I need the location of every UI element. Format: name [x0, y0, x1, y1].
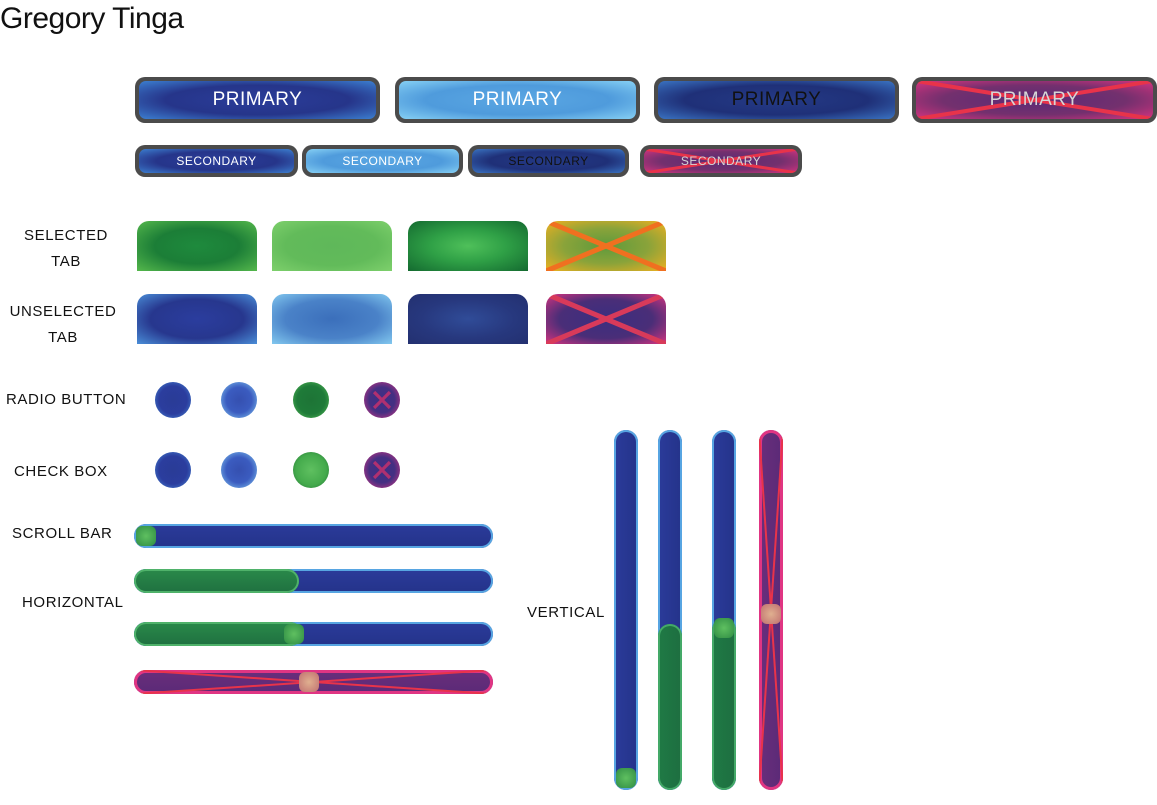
v-scrollbar-hover[interactable] [658, 430, 682, 790]
primary-button-face: PRIMARY [916, 81, 1153, 119]
h-scrollbar-pressed[interactable] [134, 622, 493, 646]
v-scrollbar-normal[interactable] [614, 430, 638, 790]
radio-button-pressed[interactable] [293, 382, 329, 418]
tab-unselected-hover[interactable] [272, 294, 392, 344]
h-scrollbar-thumb[interactable] [136, 526, 156, 546]
v-scrollbar-pressed[interactable] [712, 430, 736, 790]
scroll-bar-label: SCROLL BAR [12, 525, 113, 542]
h-scrollbar-fill [134, 622, 302, 646]
primary-button-label: PRIMARY [139, 81, 376, 119]
unselected-tab-label-line2: TAB [48, 329, 78, 346]
secondary-button-label: SECONDARY [306, 149, 459, 173]
vertical-label: VERTICAL [527, 604, 605, 621]
radio-button-normal[interactable] [155, 382, 191, 418]
v-scrollbar-fill [712, 618, 736, 790]
primary-button-hover[interactable]: PRIMARY [395, 77, 640, 123]
selected-tab-label-line1: SELECTED [24, 227, 108, 244]
h-scrollbar-fill [134, 569, 299, 593]
disabled-cross-icon [372, 460, 392, 480]
v-scrollbar-thumb[interactable] [714, 618, 734, 638]
disabled-cross-icon [372, 390, 392, 410]
secondary-button-hover[interactable]: SECONDARY [302, 145, 463, 177]
tab-selected-disabled [546, 221, 666, 271]
tab-selected-hover[interactable] [272, 221, 392, 271]
page-title: Gregory Tinga [0, 2, 184, 35]
unselected-tab-label: UNSELECTED TAB [0, 299, 126, 351]
secondary-button-label: SECONDARY [472, 149, 625, 173]
v-scrollbar-disabled [759, 430, 783, 790]
primary-button-normal[interactable]: PRIMARY [135, 77, 380, 123]
disabled-cross-icon [546, 294, 666, 344]
primary-button-pressed[interactable]: PRIMARY [654, 77, 899, 123]
check-box-normal[interactable] [155, 452, 191, 488]
v-scrollbar-thumb[interactable] [616, 768, 636, 788]
secondary-button-normal[interactable]: SECONDARY [135, 145, 298, 177]
disabled-cross-icon [546, 221, 666, 271]
tab-selected-pressed[interactable] [408, 221, 528, 271]
h-scrollbar-normal[interactable] [134, 524, 493, 548]
secondary-button-disabled: SECONDARY [640, 145, 802, 177]
secondary-button-pressed[interactable]: SECONDARY [468, 145, 629, 177]
horizontal-label: HORIZONTAL [22, 594, 124, 611]
check-box-hover[interactable] [221, 452, 257, 488]
h-scrollbar-thumb [299, 672, 319, 692]
secondary-button-label: SECONDARY [680, 154, 762, 168]
secondary-button-face: SECONDARY [644, 149, 798, 173]
unselected-tab-label-line1: UNSELECTED [9, 303, 117, 320]
check-box-disabled [364, 452, 400, 488]
tab-unselected-disabled [546, 294, 666, 344]
check-box-label: CHECK BOX [14, 463, 108, 480]
radio-button-hover[interactable] [221, 382, 257, 418]
v-scrollbar-fill [658, 624, 682, 790]
tab-unselected-pressed[interactable] [408, 294, 528, 344]
radio-button-label: RADIO BUTTON [6, 391, 127, 408]
radio-button-disabled [364, 382, 400, 418]
primary-button-label: PRIMARY [989, 89, 1080, 110]
h-scrollbar-hover[interactable] [134, 569, 493, 593]
tab-selected-normal[interactable] [137, 221, 257, 271]
tab-unselected-normal[interactable] [137, 294, 257, 344]
v-scrollbar-thumb [761, 604, 781, 624]
primary-button-label: PRIMARY [399, 81, 636, 119]
h-scrollbar-thumb[interactable] [284, 624, 304, 644]
h-scrollbar-disabled [134, 670, 493, 694]
selected-tab-label: SELECTED TAB [2, 223, 130, 275]
selected-tab-label-line2: TAB [51, 253, 81, 270]
primary-button-disabled: PRIMARY [912, 77, 1157, 123]
secondary-button-label: SECONDARY [139, 149, 294, 173]
primary-button-label: PRIMARY [658, 81, 895, 119]
check-box-checked[interactable] [293, 452, 329, 488]
